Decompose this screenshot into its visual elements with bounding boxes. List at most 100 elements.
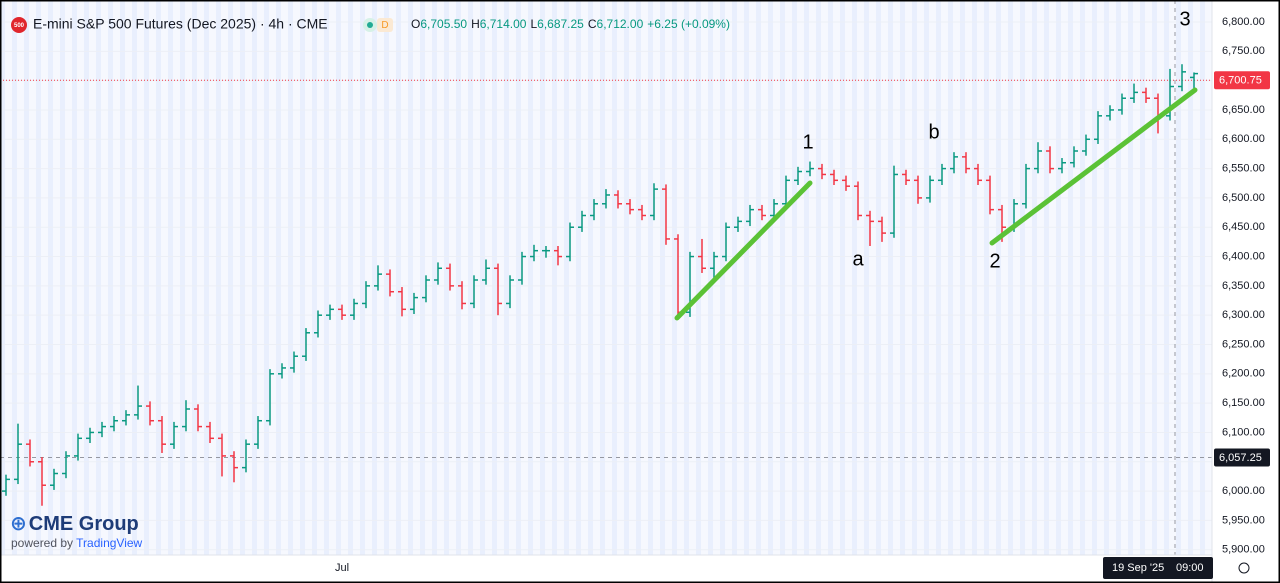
wave-label: 1 xyxy=(802,131,813,153)
ohlc-bar xyxy=(74,433,82,461)
ohlc-bar xyxy=(794,166,802,186)
legend-letter: O xyxy=(411,17,420,31)
wave-label: 3 xyxy=(1179,8,1190,30)
legend-letter: C xyxy=(588,17,597,31)
legend-value: 6,712.00 xyxy=(597,17,644,31)
price-axis xyxy=(1212,0,1280,583)
ohlc-bar xyxy=(1082,134,1090,156)
ohlc-bar xyxy=(1058,158,1066,174)
ohlc-bar xyxy=(590,199,598,221)
symbol-title: E-mini S&P 500 Futures (Dec 2025) · 4h ·… xyxy=(33,16,328,32)
y-tick-label: 6,800.00 xyxy=(1222,16,1265,28)
ohlc-bar xyxy=(2,474,10,496)
ohlc-bar xyxy=(134,385,142,420)
ohlc-bar xyxy=(314,310,322,338)
ohlc-bar xyxy=(266,369,274,426)
ohlc-bar xyxy=(986,175,994,215)
ohlc-bar xyxy=(422,275,430,303)
powered-by: powered by TradingView xyxy=(11,536,143,550)
ohlc-bar xyxy=(362,281,370,309)
ohlc-bar xyxy=(38,457,46,506)
legend-value: 6,714.00 xyxy=(480,17,527,31)
ohlc-bar xyxy=(50,468,58,490)
ohlc-bar xyxy=(662,184,670,245)
crosshair-clock-label: 09:00 xyxy=(1176,562,1204,574)
y-tick-label: 6,500.00 xyxy=(1222,192,1265,204)
ohlc-bar xyxy=(386,269,394,297)
ohlc-bar xyxy=(614,190,622,209)
price-line-badge xyxy=(1214,71,1270,90)
ohlc-bar xyxy=(734,216,742,232)
y-tick-label: 6,550.00 xyxy=(1222,162,1265,174)
legend-letter: L xyxy=(530,17,537,31)
wave-label: a xyxy=(852,248,864,270)
crosshair-time-label: 19 Sep '25 xyxy=(1112,562,1164,574)
ohlc-bar xyxy=(854,181,862,221)
y-tick-label: 6,650.00 xyxy=(1222,104,1265,116)
y-tick-label: 6,200.00 xyxy=(1222,368,1265,380)
ohlc-bar xyxy=(470,275,478,309)
y-tick-label: 6,750.00 xyxy=(1222,45,1265,57)
y-tick-label: 6,450.00 xyxy=(1222,221,1265,233)
ohlc-bar xyxy=(842,175,850,191)
y-tick-label: 6,300.00 xyxy=(1222,309,1265,321)
ohlc-bar xyxy=(530,244,538,262)
y-tick-label: 6,000.00 xyxy=(1222,485,1265,497)
ohlc-bar xyxy=(230,451,238,483)
ohlc-bar xyxy=(1190,72,1198,89)
ohlc-bar xyxy=(62,451,70,479)
ohlc-bar xyxy=(638,204,646,221)
ohlc-bar xyxy=(758,204,766,221)
y-tick-label: 5,900.00 xyxy=(1222,544,1265,556)
ohlc-bar xyxy=(578,210,586,232)
ohlc-bar xyxy=(698,238,706,273)
trend-line xyxy=(989,87,1198,246)
crosshair-price-badge xyxy=(1214,448,1270,467)
legend-letter: H xyxy=(471,17,480,31)
ohlc-bar xyxy=(494,263,502,316)
ohlc-bar xyxy=(1118,93,1126,115)
ohlc-bar xyxy=(182,400,190,432)
ohlc-bar xyxy=(914,175,922,204)
ohlc-bar xyxy=(290,351,298,373)
y-tick-label: 6,350.00 xyxy=(1222,280,1265,292)
ohlc-bar xyxy=(1142,87,1150,103)
ohlc-bar xyxy=(254,416,262,449)
ohlc-bar xyxy=(926,175,934,203)
symbol-icon xyxy=(11,17,27,33)
ohlc-bar xyxy=(446,263,454,291)
ohlc-bar xyxy=(302,328,310,361)
trend-line xyxy=(674,180,813,321)
ohlc-bar xyxy=(194,404,202,432)
settings-icon[interactable] xyxy=(1238,562,1250,574)
ohlc-bar xyxy=(782,175,790,209)
ohlc-bar xyxy=(1022,163,1030,209)
ohlc-bar xyxy=(542,245,550,258)
ohlc-bar xyxy=(866,210,874,246)
ohlc-bar xyxy=(14,423,22,485)
ohlc-bar xyxy=(218,433,226,477)
ohlc-bar xyxy=(170,421,178,449)
timeframe-badge: D xyxy=(381,20,388,31)
ohlc-bar xyxy=(722,222,730,262)
legend-value: 6,687.25 xyxy=(537,17,584,31)
ohlc-bar xyxy=(710,251,718,280)
ohlc-bar xyxy=(86,427,94,444)
y-tick-label: 6,600.00 xyxy=(1222,133,1265,145)
ohlc-bar xyxy=(602,189,610,209)
ohlc-bar xyxy=(1178,64,1186,92)
ohlc-bar xyxy=(746,204,754,227)
ohlc-bar xyxy=(878,216,886,242)
ohlc-bar xyxy=(626,199,634,215)
ohlc-bar xyxy=(506,275,514,309)
ohlc-bar xyxy=(98,421,106,438)
ohlc-bar xyxy=(830,169,838,186)
ohlc-bar xyxy=(1094,111,1102,144)
symbol-badge: 500 xyxy=(14,23,25,29)
logo: ⊕ CME Group xyxy=(10,513,139,535)
ohlc-bar xyxy=(902,169,910,186)
ohlc-bar xyxy=(554,245,562,266)
wave-label: 2 xyxy=(989,250,1000,272)
ohlc-bar xyxy=(278,363,286,379)
